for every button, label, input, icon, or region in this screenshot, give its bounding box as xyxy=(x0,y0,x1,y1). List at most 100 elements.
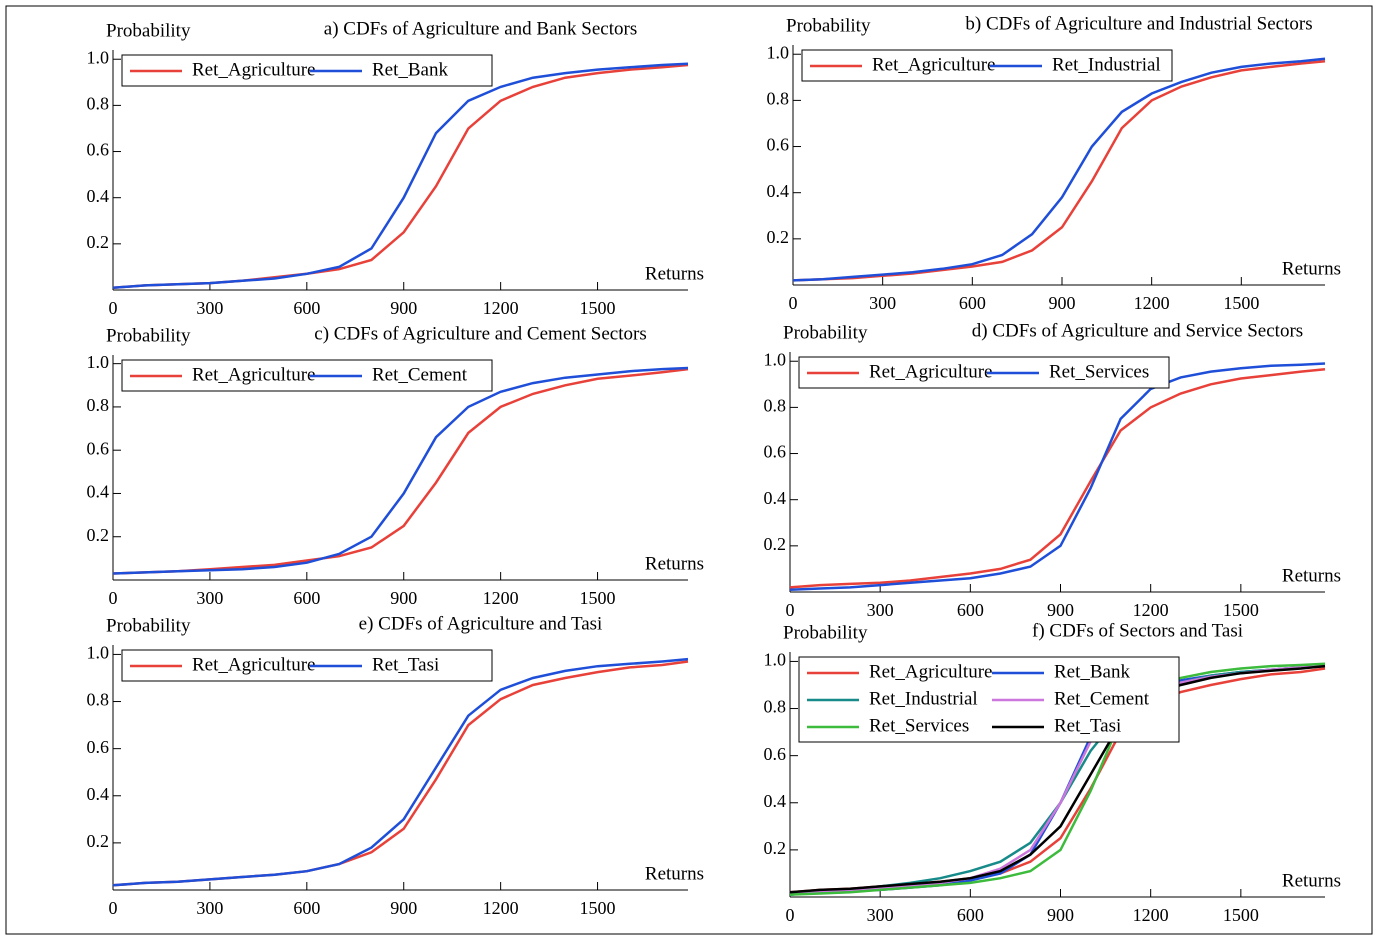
x-axis-label: Returns xyxy=(1282,565,1341,586)
x-axis-label: Returns xyxy=(645,553,704,574)
legend-box xyxy=(798,656,1180,743)
y-tick-label: 0.4 xyxy=(767,181,790,201)
y-axis-label: Probability xyxy=(106,325,191,346)
y-tick-label: 0.2 xyxy=(87,525,110,545)
x-tick-label: 900 xyxy=(1047,905,1074,925)
x-tick-label: 600 xyxy=(293,298,320,318)
chart-title: c) CDFs of Agriculture and Cement Sector… xyxy=(314,323,646,344)
series-line xyxy=(792,59,1326,282)
legend-label: Ret_Agriculture xyxy=(192,654,315,675)
y-tick-label: 0.2 xyxy=(87,831,110,851)
y-tick-label: 0.8 xyxy=(87,94,110,114)
x-tick-label: 1500 xyxy=(1223,600,1259,620)
x-tick-label: 600 xyxy=(957,600,984,620)
x-tick-label: 300 xyxy=(196,298,223,318)
y-tick-label: 1.0 xyxy=(764,650,787,670)
legend-label: Ret_Agriculture xyxy=(872,54,995,75)
x-tick-label: 600 xyxy=(959,293,986,313)
x-tick-label: 1500 xyxy=(580,298,616,318)
series-line xyxy=(112,62,689,289)
y-tick-label: 0.6 xyxy=(767,135,790,155)
chart-title: a) CDFs of Agriculture and Bank Sectors xyxy=(324,18,637,39)
x-tick-label: 0 xyxy=(786,905,795,925)
x-axis-label: Returns xyxy=(645,263,704,284)
chart-title: e) CDFs of Agriculture and Tasi xyxy=(359,613,603,634)
series-line xyxy=(789,662,1326,896)
x-axis-label: Returns xyxy=(1282,258,1341,279)
x-tick-label: 600 xyxy=(293,588,320,608)
x-tick-label: 0 xyxy=(109,898,118,918)
series-line xyxy=(792,57,1326,282)
y-tick-label: 1.0 xyxy=(87,643,110,663)
y-tick-label: 0.2 xyxy=(764,534,787,554)
x-tick-label: 300 xyxy=(196,898,223,918)
y-axis-label: Probability xyxy=(783,322,868,343)
x-tick-label: 300 xyxy=(867,600,894,620)
x-tick-label: 0 xyxy=(786,600,795,620)
y-tick-label: 0.2 xyxy=(764,838,787,858)
x-tick-label: 1200 xyxy=(483,588,519,608)
x-axis-label: Returns xyxy=(1282,870,1341,891)
y-axis-label: Probability xyxy=(106,20,191,41)
legend-label: Ret_Industrial xyxy=(869,688,978,709)
x-tick-label: 900 xyxy=(1047,600,1074,620)
series-line xyxy=(112,657,689,887)
y-tick-label: 1.0 xyxy=(764,349,787,369)
legend-label: Ret_Cement xyxy=(1054,688,1150,709)
y-tick-label: 0.2 xyxy=(767,227,790,247)
x-tick-label: 1200 xyxy=(1133,600,1169,620)
x-tick-label: 1500 xyxy=(1223,293,1259,313)
series-line xyxy=(112,367,689,575)
series-line xyxy=(789,664,1326,894)
legend-label: Ret_Agriculture xyxy=(192,59,315,80)
y-tick-label: 0.8 xyxy=(767,89,790,109)
x-tick-label: 900 xyxy=(390,898,417,918)
legend-box xyxy=(121,649,493,682)
y-tick-label: 0.4 xyxy=(764,488,787,508)
y-tick-label: 1.0 xyxy=(767,42,790,62)
y-tick-label: 0.6 xyxy=(87,737,110,757)
legend-box xyxy=(121,54,493,87)
y-tick-label: 0.6 xyxy=(764,744,787,764)
chart-title: f) CDFs of Sectors and Tasi xyxy=(1032,620,1243,641)
y-tick-label: 0.4 xyxy=(87,784,110,804)
x-tick-label: 900 xyxy=(390,298,417,318)
legend-label: Ret_Services xyxy=(1049,361,1149,382)
chart-title: d) CDFs of Agriculture and Service Secto… xyxy=(972,320,1303,341)
y-tick-label: 0.6 xyxy=(87,140,110,160)
x-axis-label: Returns xyxy=(645,863,704,884)
y-tick-label: 0.6 xyxy=(87,438,110,458)
legend-label: Ret_Bank xyxy=(372,59,448,80)
y-tick-label: 0.4 xyxy=(764,791,787,811)
series-line xyxy=(789,368,1326,589)
legend-label: Ret_Agriculture xyxy=(869,661,992,682)
y-tick-label: 0.8 xyxy=(764,697,787,717)
x-tick-label: 300 xyxy=(867,905,894,925)
y-tick-label: 0.8 xyxy=(764,396,787,416)
legend-label: Ret_Industrial xyxy=(1052,54,1161,75)
x-tick-label: 1500 xyxy=(1223,905,1259,925)
x-tick-label: 900 xyxy=(390,588,417,608)
legend-label: Ret_Tasi xyxy=(372,654,439,675)
series-line xyxy=(112,63,689,289)
series-line xyxy=(112,366,689,575)
x-tick-label: 0 xyxy=(109,298,118,318)
x-tick-label: 300 xyxy=(869,293,896,313)
y-tick-label: 0.4 xyxy=(87,186,110,206)
figure-border xyxy=(5,5,1373,935)
x-tick-label: 1500 xyxy=(580,898,616,918)
series-line xyxy=(789,362,1326,591)
x-tick-label: 0 xyxy=(109,588,118,608)
legend-label: Ret_Agriculture xyxy=(869,361,992,382)
y-axis-label: Probability xyxy=(106,615,191,636)
legend-label: Ret_Cement xyxy=(372,364,468,385)
y-tick-label: 0.4 xyxy=(87,482,110,502)
legend-box xyxy=(801,49,1173,82)
chart-title: b) CDFs of Agriculture and Industrial Se… xyxy=(965,13,1312,34)
x-tick-label: 900 xyxy=(1048,293,1075,313)
x-tick-label: 1200 xyxy=(1134,293,1170,313)
y-tick-label: 1.0 xyxy=(87,47,110,67)
x-tick-label: 300 xyxy=(196,588,223,608)
legend-label: Ret_Tasi xyxy=(1054,715,1121,736)
x-tick-label: 600 xyxy=(293,898,320,918)
